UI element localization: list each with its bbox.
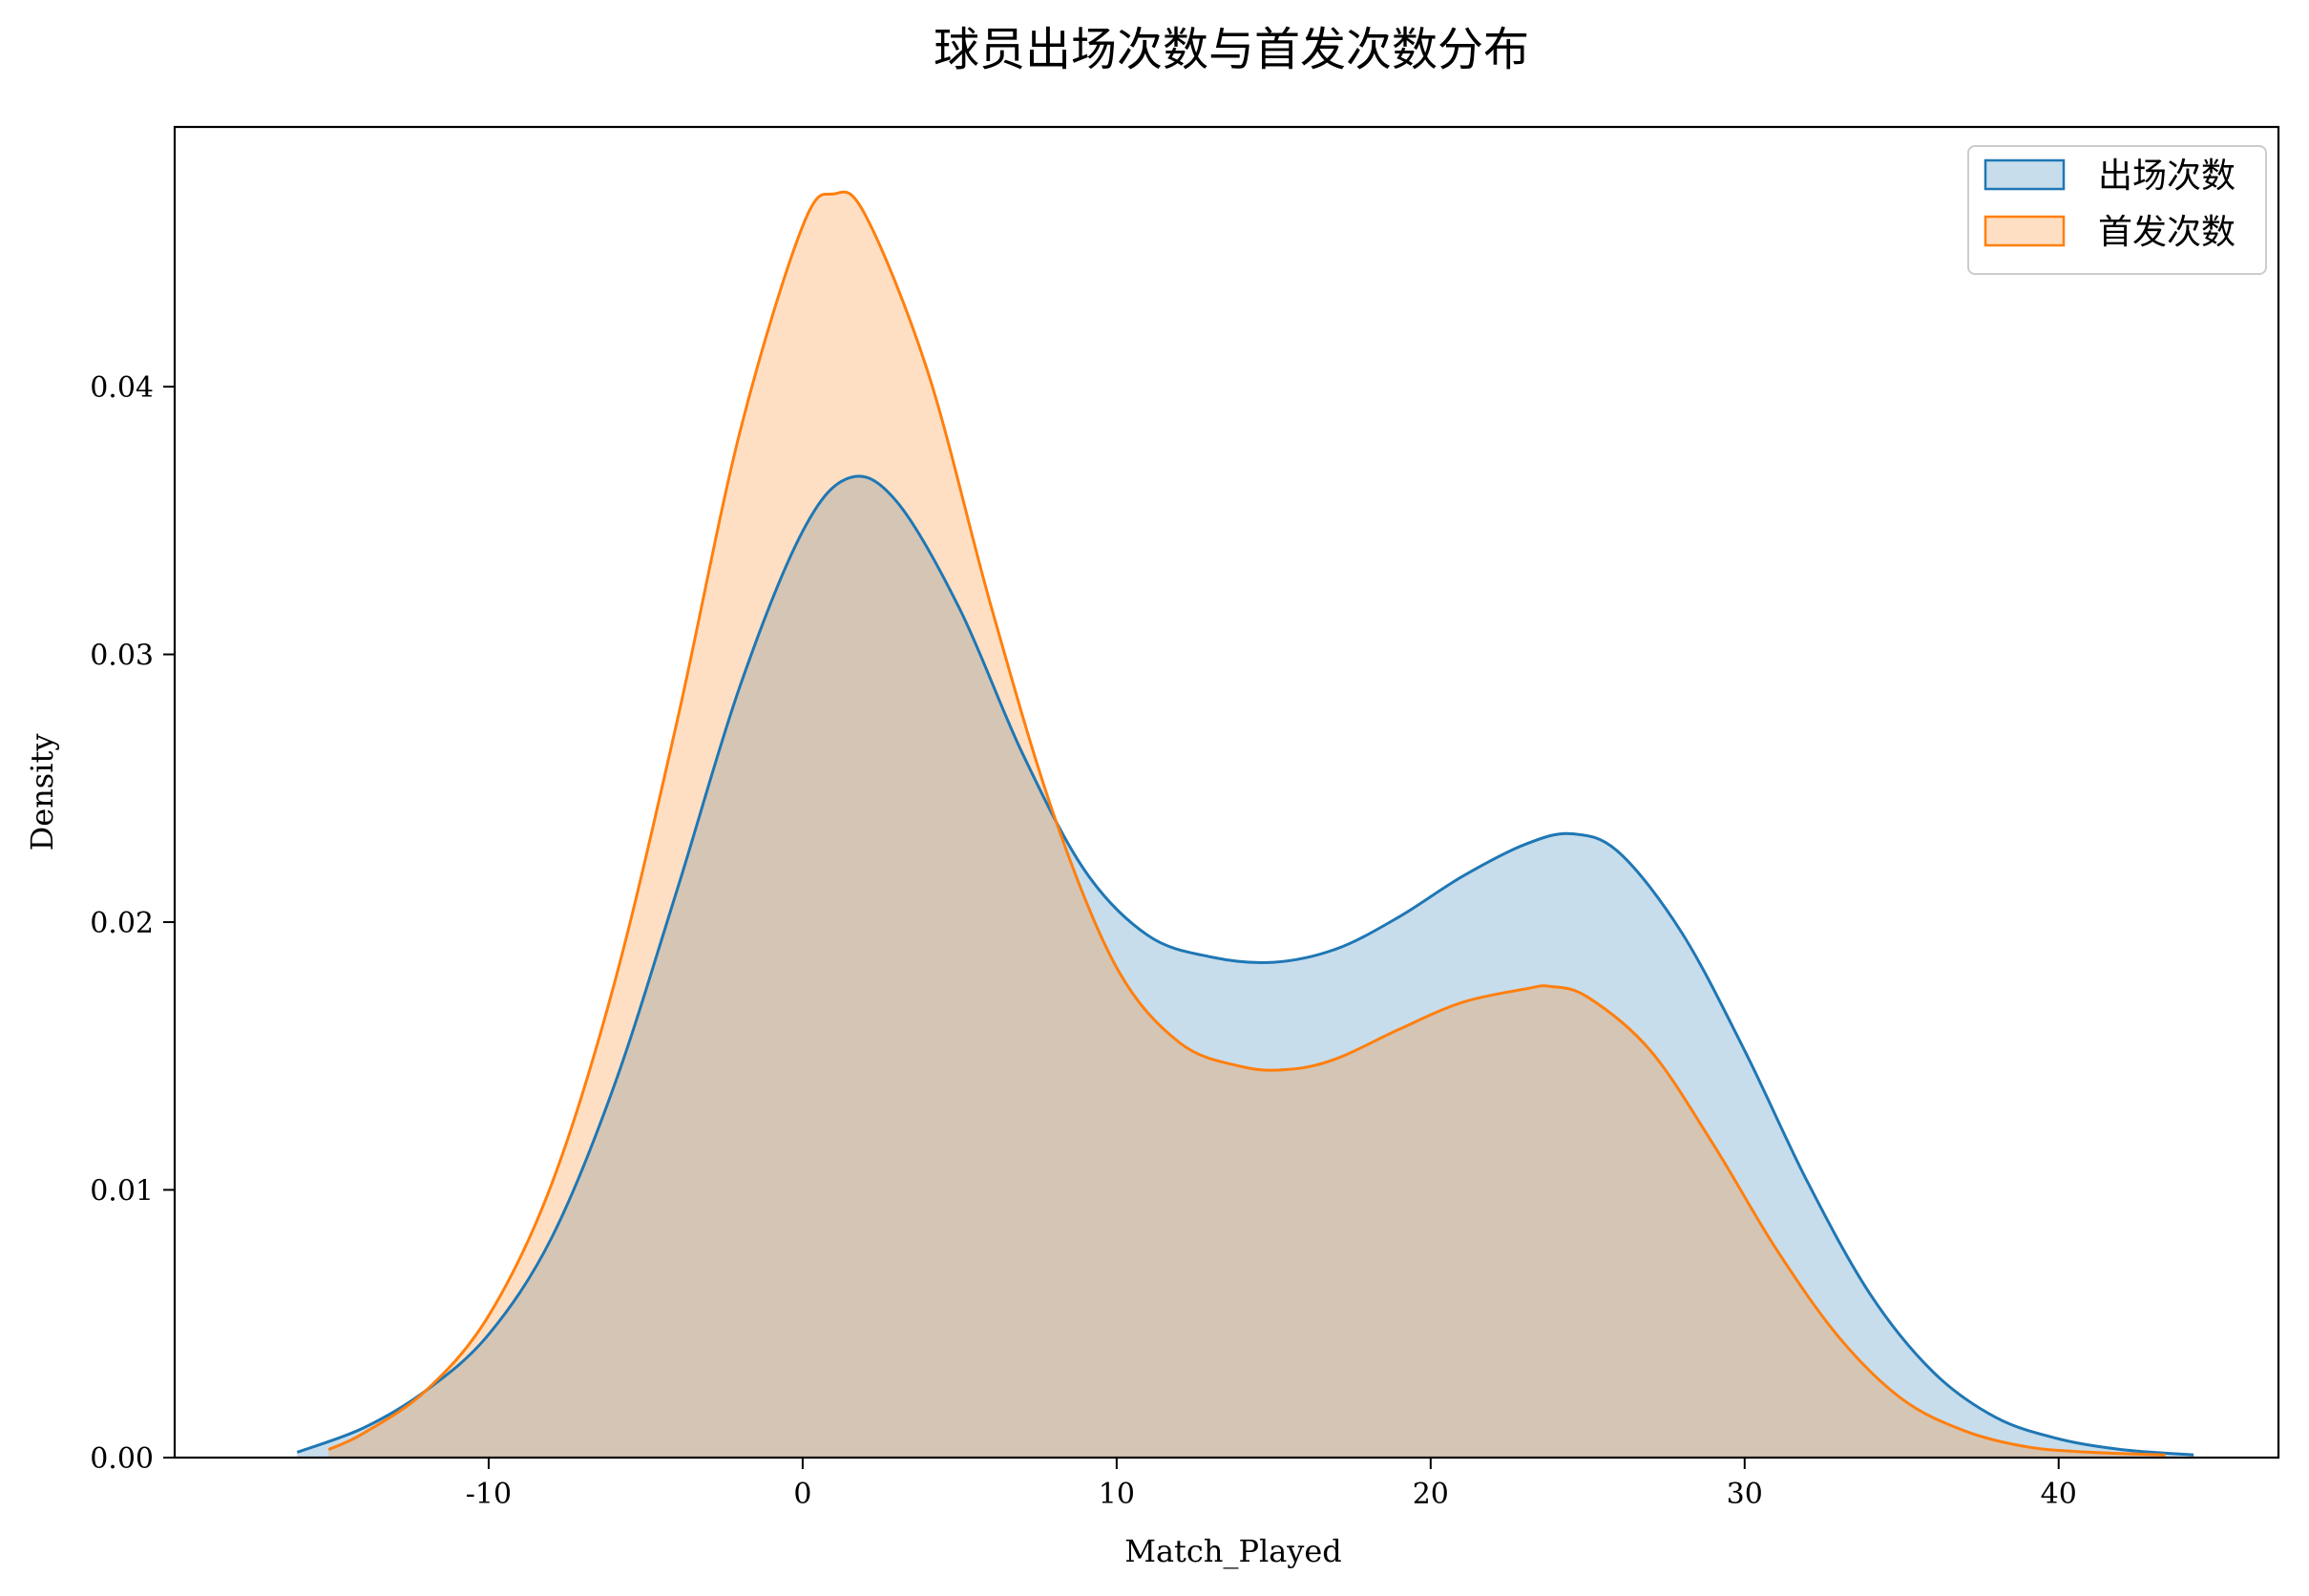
plot-frame — [173, 125, 2280, 1460]
x-tick-label: 40 — [2041, 1478, 2077, 1511]
x-tick-label: -10 — [466, 1478, 512, 1511]
y-axis-label: Density — [24, 734, 60, 851]
x-axis-ticks: -10 0 10 20 30 40 — [466, 1458, 2077, 1511]
y-tick-label: 0.03 — [90, 640, 154, 673]
series-0-line — [296, 474, 2194, 1457]
legend-label: 首发次数 — [2098, 213, 2236, 252]
legend-swatch — [1984, 158, 2066, 191]
legend-box — [1967, 145, 2267, 275]
x-tick-label: 30 — [1727, 1478, 1763, 1511]
density-lines — [296, 190, 2194, 1457]
y-tick-label: 0.02 — [90, 907, 154, 940]
chart-title: 球员出场次数与首发次数分布 — [934, 23, 1529, 76]
x-tick-label: 20 — [1413, 1478, 1449, 1511]
y-tick-label: 0.01 — [90, 1175, 154, 1208]
series-1-area — [328, 192, 2166, 1458]
y-tick-label: 0.00 — [90, 1442, 154, 1476]
legend-label: 出场次数 — [2098, 157, 2236, 196]
x-tick-label: 10 — [1099, 1478, 1135, 1511]
x-axis-label: Match_Played — [1124, 1533, 1342, 1569]
legend-swatch — [1984, 215, 2066, 247]
series-0-area — [297, 475, 2194, 1459]
x-tick-label: 0 — [793, 1478, 811, 1511]
series-1-line — [327, 190, 2166, 1457]
y-tick-label: 0.04 — [90, 371, 154, 405]
y-axis-ticks: 0.00 0.01 0.02 0.03 0.04 — [90, 371, 175, 1476]
density-fills — [297, 192, 2194, 1459]
